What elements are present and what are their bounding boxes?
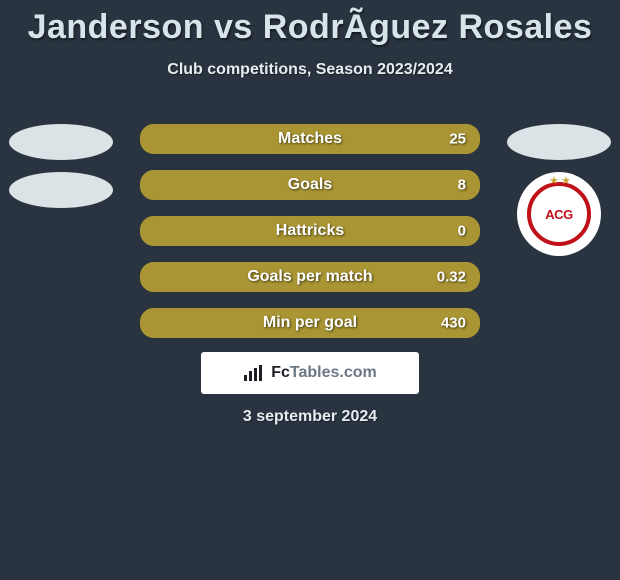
left-badge-column <box>6 118 116 220</box>
placeholder-badge <box>9 172 113 208</box>
stat-row: Matches 25 <box>140 124 480 154</box>
club-badge-inner: ACG <box>527 182 591 246</box>
bar-label: Min per goal <box>263 314 357 332</box>
stat-row: Hattricks 0 <box>140 216 480 246</box>
bar-value: 430 <box>441 315 466 332</box>
stats-bars: Matches 25 Goals 8 Hattricks 0 Goals per match… <box>140 124 480 354</box>
bar-label: Goals <box>288 176 332 194</box>
stat-row: Goals 8 <box>140 170 480 200</box>
bar-value: 25 <box>449 131 466 148</box>
star-icon: ★ <box>561 174 571 187</box>
credit-suffix: Tables.com <box>290 364 377 381</box>
stat-row: Goals per match 0.32 <box>140 262 480 292</box>
credit-box: FcTables.com <box>201 352 419 394</box>
star-icon: ★ <box>549 174 559 187</box>
page-title: Janderson vs RodrÃ­guez Rosales <box>0 0 620 47</box>
bar-value: 8 <box>458 177 466 194</box>
placeholder-badge <box>9 124 113 160</box>
bar-label: Matches <box>278 130 342 148</box>
bar-value: 0 <box>458 223 466 240</box>
bar-label: Hattricks <box>276 222 344 240</box>
chart-icon <box>243 364 265 382</box>
date-stamp: 3 september 2024 <box>243 408 377 426</box>
bar-value: 0.32 <box>437 269 466 286</box>
bar-label: Goals per match <box>247 268 372 286</box>
credit-text: FcTables.com <box>271 364 377 382</box>
page-subtitle: Club competitions, Season 2023/2024 <box>0 47 620 79</box>
placeholder-badge <box>507 124 611 160</box>
right-badge-column: ★★ACG <box>504 118 614 262</box>
credit-prefix: Fc <box>271 364 290 381</box>
stat-row: Min per goal 430 <box>140 308 480 338</box>
club-badge: ★★ACG <box>517 172 601 256</box>
